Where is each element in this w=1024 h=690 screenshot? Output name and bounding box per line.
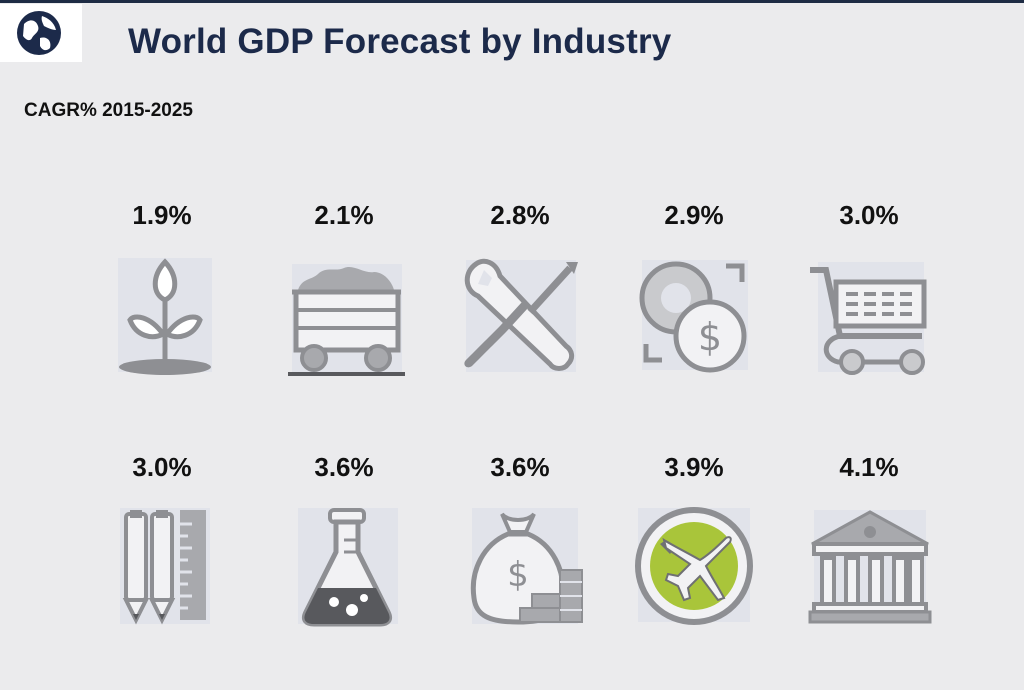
value-label: 3.0% xyxy=(132,452,192,482)
page-title: World GDP Forecast by Industry xyxy=(128,22,672,61)
shopping-cart-icon xyxy=(806,250,936,380)
flask-icon xyxy=(290,500,405,630)
airplane-icon xyxy=(630,500,758,630)
coins-dollar-icon: $ xyxy=(632,250,757,380)
value-label: 2.1% xyxy=(314,200,374,230)
mine-cart-icon xyxy=(284,250,409,380)
value-label: 3.6% xyxy=(314,452,374,482)
value-label: 2.8% xyxy=(490,200,550,230)
globe-icon xyxy=(17,11,61,55)
logo-box xyxy=(0,4,82,62)
plant-icon xyxy=(110,250,220,380)
value-label: 3.6% xyxy=(490,452,550,482)
chart-subtitle: CAGR% 2015-2025 xyxy=(24,100,193,121)
value-label: 3.9% xyxy=(664,452,724,482)
svg-text:$: $ xyxy=(698,315,722,359)
svg-text:$: $ xyxy=(507,555,529,595)
value-label: 2.9% xyxy=(664,200,724,230)
money-bag-icon: $ xyxy=(462,500,587,630)
value-label: 1.9% xyxy=(132,200,192,230)
pencils-ruler-icon xyxy=(110,500,220,630)
bank-building-icon xyxy=(806,500,934,630)
wrench-screwdriver-icon xyxy=(458,250,583,380)
value-label: 3.0% xyxy=(839,200,899,230)
top-rule xyxy=(0,0,1024,3)
value-label: 4.1% xyxy=(839,452,899,482)
